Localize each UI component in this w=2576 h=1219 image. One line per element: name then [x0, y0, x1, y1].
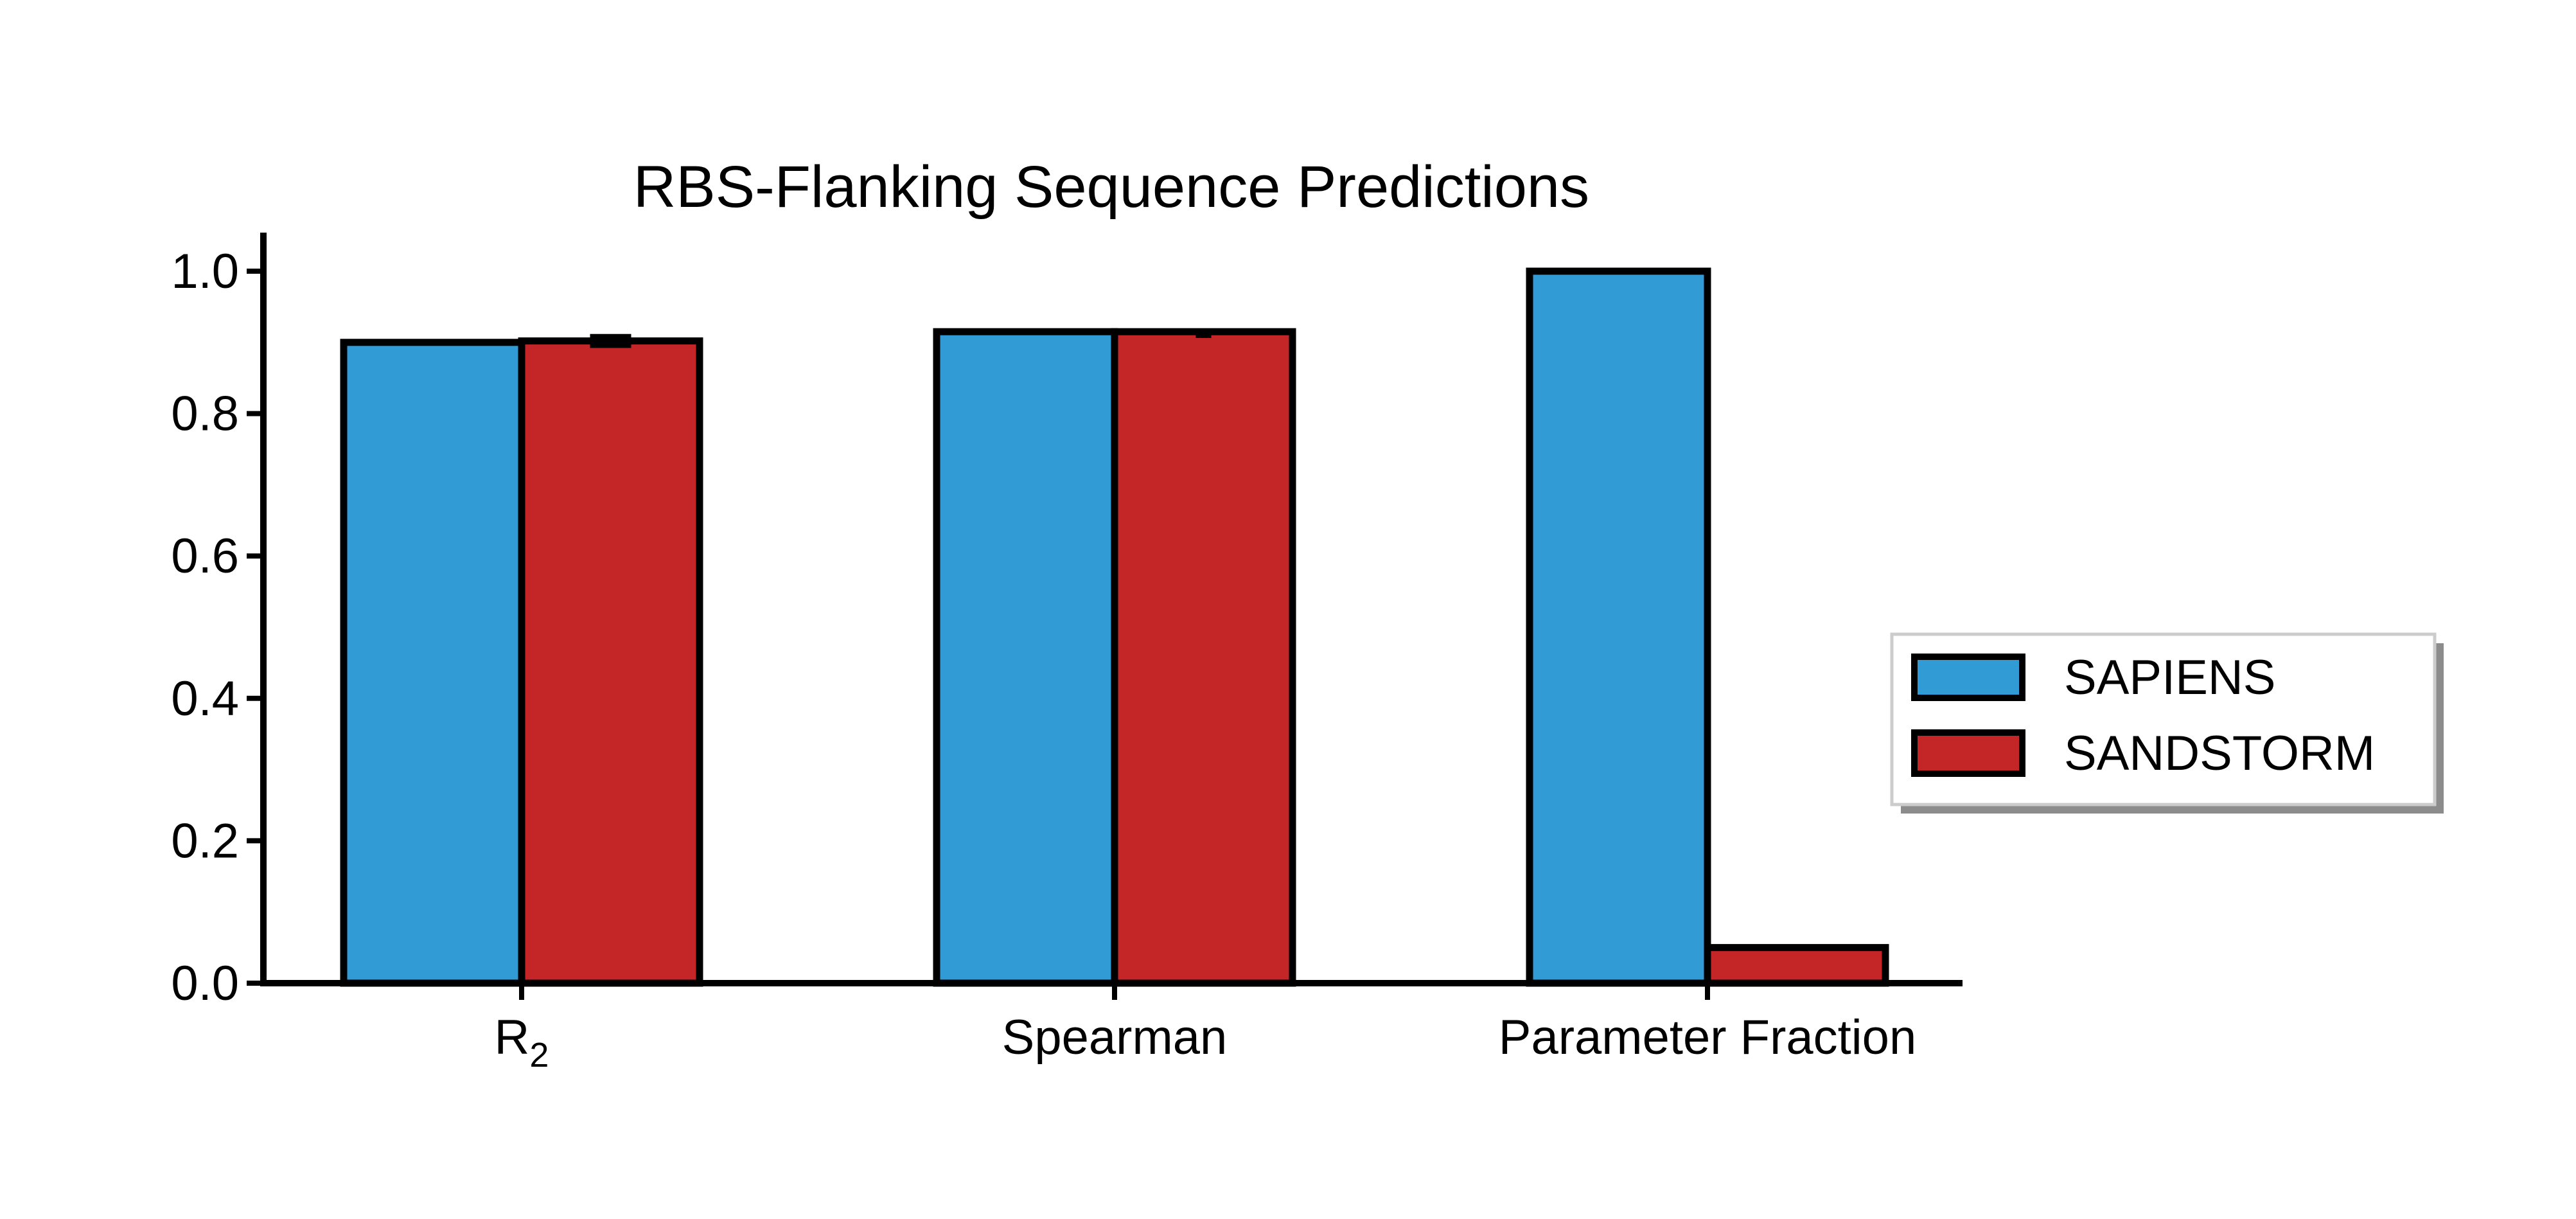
y-tick-label-3: 0.6: [171, 529, 239, 583]
x-tick-label-1: Spearman: [1002, 1010, 1228, 1065]
y-tick-labels: 0.0 0.2 0.4 0.6 0.8 1.0: [171, 244, 239, 1011]
chart-title: RBS-Flanking Sequence Predictions: [633, 154, 1589, 220]
y-tick-label-1: 0.2: [171, 814, 239, 868]
y-tick-label-2: 0.4: [171, 672, 239, 726]
x-tick-labels: R2 Spearman Parameter Fraction: [495, 1010, 1917, 1074]
bar-sandstorm-2: [1704, 944, 1889, 987]
bars-group: [340, 267, 1889, 987]
error-cap-sandstorm-0: [590, 334, 631, 348]
axes-group: [247, 233, 1963, 1000]
error-bars-group: [590, 328, 1212, 348]
bar-sapiens-0: [340, 339, 525, 987]
legend: SAPIENS SANDSTORM: [1890, 632, 2444, 814]
error-cap-sandstorm-1: [1195, 328, 1212, 338]
legend-label-sapiens: SAPIENS: [2064, 650, 2275, 705]
y-tick-label-0: 0.0: [171, 956, 239, 1011]
bar-sandstorm-0: [518, 337, 703, 987]
legend-swatch-sandstorm: [1911, 729, 2025, 777]
bar-sapiens-2: [1526, 267, 1711, 987]
y-tick-label-4: 0.8: [171, 387, 239, 441]
y-tick-label-5: 1.0: [171, 244, 239, 299]
legend-label-sandstorm: SANDSTORM: [2064, 726, 2375, 781]
legend-swatch-sapiens: [1911, 654, 2025, 701]
x-tick-label-2: Parameter Fraction: [1499, 1010, 1916, 1065]
bar-sandstorm-1: [1111, 328, 1296, 987]
bar-sapiens-1: [933, 328, 1118, 987]
x-tick-label-0: R2: [495, 1010, 549, 1074]
